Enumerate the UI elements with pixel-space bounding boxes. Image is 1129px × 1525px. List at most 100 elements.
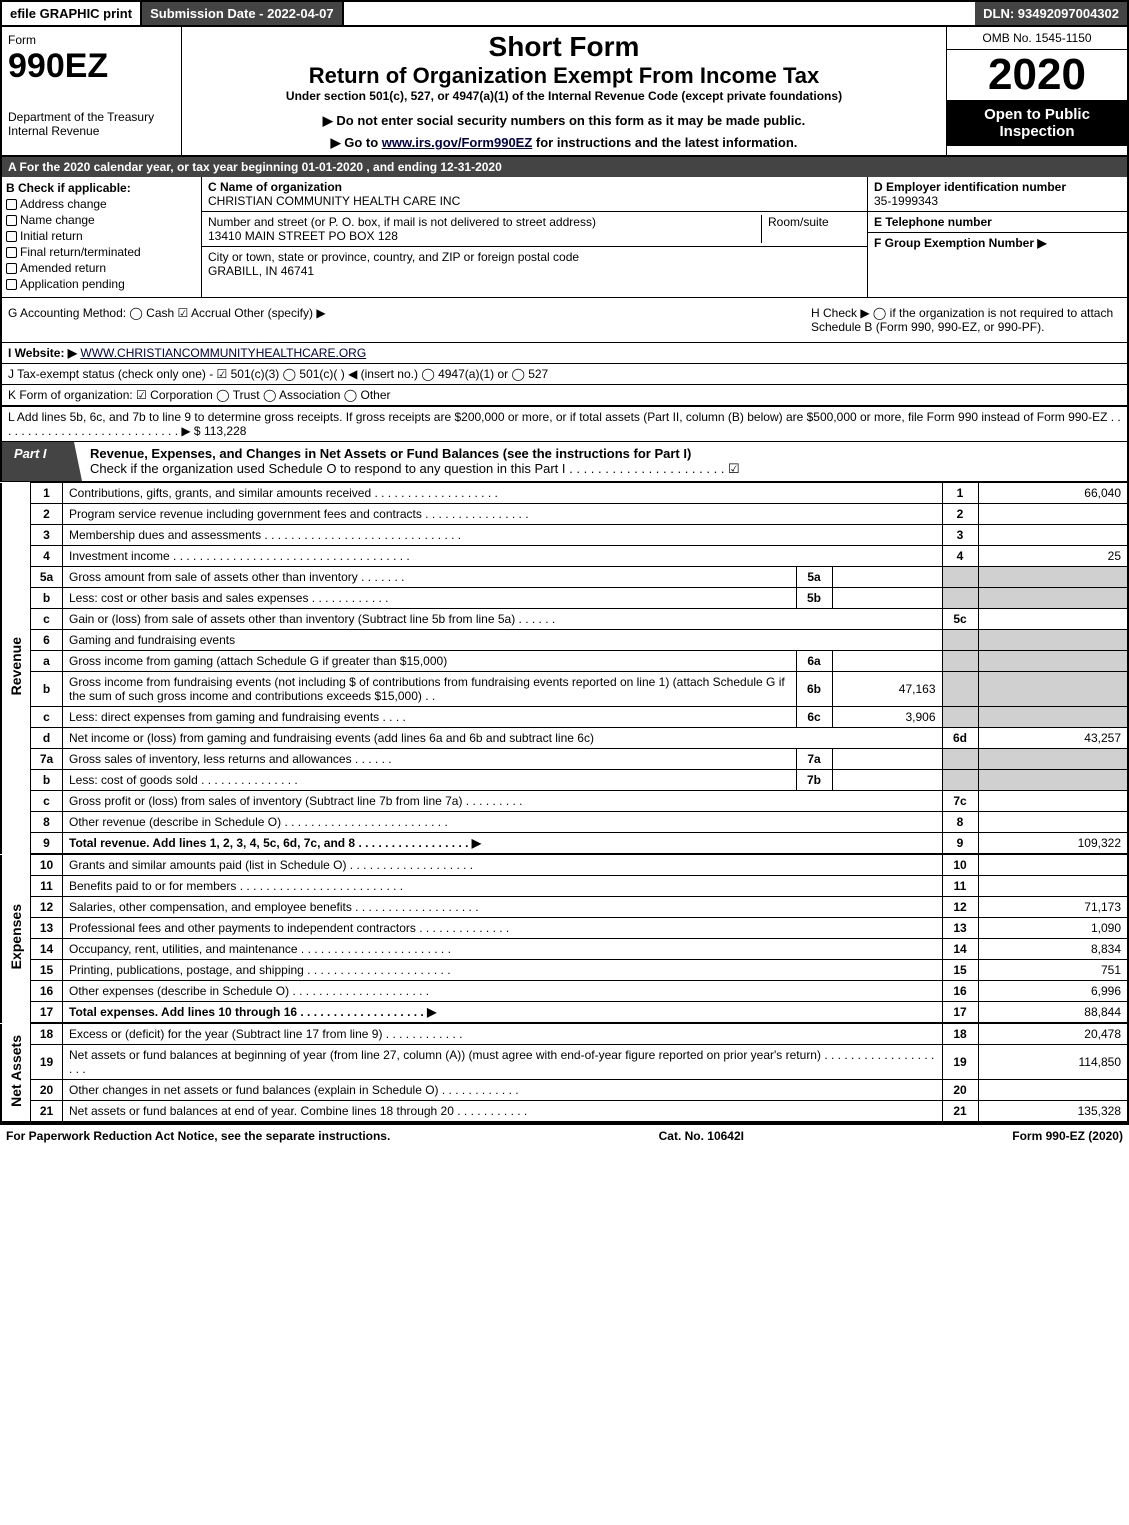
chk-address[interactable]: Address change xyxy=(6,197,197,211)
line-desc: Professional fees and other payments to … xyxy=(63,918,943,939)
h-schedule-b: H Check ▶ ◯ if the organization is not r… xyxy=(811,306,1121,334)
line-desc: Occupancy, rent, utilities, and maintena… xyxy=(63,939,943,960)
table-row: 6Gaming and fundraising events xyxy=(1,630,1128,651)
line-val xyxy=(978,504,1128,525)
goto-line: ▶ Go to www.irs.gov/Form990EZ for instru… xyxy=(192,135,936,151)
chk-amended[interactable]: Amended return xyxy=(6,261,197,275)
c-city-row: City or town, state or province, country… xyxy=(202,247,867,281)
line-num: 3 xyxy=(31,525,63,546)
subline-val xyxy=(832,651,942,672)
line-val xyxy=(978,876,1128,897)
room-suite: Room/suite xyxy=(761,215,861,243)
table-row: 4Investment income . . . . . . . . . . .… xyxy=(1,546,1128,567)
line-desc: Gain or (loss) from sale of assets other… xyxy=(63,609,943,630)
table-row: 8Other revenue (describe in Schedule O) … xyxy=(1,812,1128,833)
line-no-cell: 9 xyxy=(942,833,978,854)
line-desc: Excess or (deficit) for the year (Subtra… xyxy=(63,1024,943,1045)
irs-link[interactable]: www.irs.gov/Form990EZ xyxy=(382,135,533,150)
line-desc: Other expenses (describe in Schedule O) … xyxy=(63,981,943,1002)
subline-no: 6b xyxy=(796,672,832,707)
line-no-cell xyxy=(942,567,978,588)
top-bar: efile GRAPHIC print Submission Date - 20… xyxy=(0,0,1129,27)
line-val xyxy=(978,672,1128,707)
line-no-cell xyxy=(942,770,978,791)
line-val xyxy=(978,567,1128,588)
tax-year: 2020 xyxy=(947,50,1127,100)
under-section: Under section 501(c), 527, or 4947(a)(1)… xyxy=(192,89,936,103)
line-desc: Printing, publications, postage, and shi… xyxy=(63,960,943,981)
efile-print[interactable]: efile GRAPHIC print xyxy=(2,2,142,25)
line-desc: Other revenue (describe in Schedule O) .… xyxy=(63,812,943,833)
line-no-cell: 10 xyxy=(942,855,978,876)
line-num: b xyxy=(31,588,63,609)
short-form-title: Short Form xyxy=(192,31,936,63)
line-desc: Benefits paid to or for members . . . . … xyxy=(63,876,943,897)
return-title: Return of Organization Exempt From Incom… xyxy=(192,63,936,89)
goto-post: for instructions and the latest informat… xyxy=(532,135,797,150)
table-row: Expenses10Grants and similar amounts pai… xyxy=(1,855,1128,876)
line-val xyxy=(978,855,1128,876)
line-val xyxy=(978,812,1128,833)
ein-value: 35-1999343 xyxy=(874,194,938,208)
part-i-title-text: Revenue, Expenses, and Changes in Net As… xyxy=(90,446,691,461)
footer-mid: Cat. No. 10642I xyxy=(659,1129,744,1143)
section-b-c-d: B Check if applicable: Address change Na… xyxy=(0,177,1129,298)
website-link[interactable]: WWW.CHRISTIANCOMMUNITYHEALTHCARE.ORG xyxy=(80,346,366,360)
line-no-cell: 19 xyxy=(942,1045,978,1080)
col-d: D Employer identification number 35-1999… xyxy=(867,177,1127,297)
line-no-cell: 18 xyxy=(942,1024,978,1045)
chk-pending[interactable]: Application pending xyxy=(6,277,197,291)
line-no-cell: 8 xyxy=(942,812,978,833)
line-desc: Net assets or fund balances at end of ye… xyxy=(63,1101,943,1123)
line-val: 135,328 xyxy=(978,1101,1128,1123)
line-num: c xyxy=(31,791,63,812)
g-h-row: G Accounting Method: ◯ Cash ☑ Accrual Ot… xyxy=(0,298,1129,343)
chk-final[interactable]: Final return/terminated xyxy=(6,245,197,259)
line-num: 21 xyxy=(31,1101,63,1123)
line-desc: Investment income . . . . . . . . . . . … xyxy=(63,546,943,567)
chk-initial[interactable]: Initial return xyxy=(6,229,197,243)
line-val xyxy=(978,588,1128,609)
line-val: 1,090 xyxy=(978,918,1128,939)
subline-val xyxy=(832,588,942,609)
part-i-title: Revenue, Expenses, and Changes in Net As… xyxy=(82,442,1127,481)
subline-no: 6c xyxy=(796,707,832,728)
f-label: F Group Exemption Number ▶ xyxy=(874,236,1047,250)
g-accounting: G Accounting Method: ◯ Cash ☑ Accrual Ot… xyxy=(8,306,801,334)
line-val: 751 xyxy=(978,960,1128,981)
line-val xyxy=(978,791,1128,812)
line-no-cell: 20 xyxy=(942,1080,978,1101)
line-desc: Grants and similar amounts paid (list in… xyxy=(63,855,943,876)
line-no-cell: 15 xyxy=(942,960,978,981)
line-num: 9 xyxy=(31,833,63,854)
chk-name[interactable]: Name change xyxy=(6,213,197,227)
line-num: 6 xyxy=(31,630,63,651)
line-val: 8,834 xyxy=(978,939,1128,960)
chk-pending-label: Application pending xyxy=(20,277,125,291)
footer-right: Form 990-EZ (2020) xyxy=(1012,1129,1123,1143)
line-no-cell: 7c xyxy=(942,791,978,812)
j-tax-exempt: J Tax-exempt status (check only one) - ☑… xyxy=(0,364,1129,385)
line-num: 16 xyxy=(31,981,63,1002)
table-row: bLess: cost of goods sold . . . . . . . … xyxy=(1,770,1128,791)
table-row: cGross profit or (loss) from sales of in… xyxy=(1,791,1128,812)
e-phone: E Telephone number xyxy=(868,212,1127,233)
subline-val xyxy=(832,770,942,791)
expenses-table: Expenses10Grants and similar amounts pai… xyxy=(0,854,1129,1023)
line-no-cell xyxy=(942,588,978,609)
line-no-cell: 12 xyxy=(942,897,978,918)
table-row: cLess: direct expenses from gaming and f… xyxy=(1,707,1128,728)
line-val: 6,996 xyxy=(978,981,1128,1002)
subline-no: 5b xyxy=(796,588,832,609)
line-num: c xyxy=(31,707,63,728)
line-num: a xyxy=(31,651,63,672)
line-val xyxy=(978,609,1128,630)
line-num: 18 xyxy=(31,1024,63,1045)
table-row: 2Program service revenue including gover… xyxy=(1,504,1128,525)
table-row: aGross income from gaming (attach Schedu… xyxy=(1,651,1128,672)
i-label: I Website: ▶ xyxy=(8,346,77,360)
line-num: 1 xyxy=(31,483,63,504)
line-num: 5a xyxy=(31,567,63,588)
line-no-cell: 3 xyxy=(942,525,978,546)
table-row: 5aGross amount from sale of assets other… xyxy=(1,567,1128,588)
